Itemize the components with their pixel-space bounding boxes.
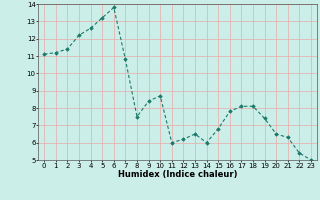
- X-axis label: Humidex (Indice chaleur): Humidex (Indice chaleur): [118, 170, 237, 179]
